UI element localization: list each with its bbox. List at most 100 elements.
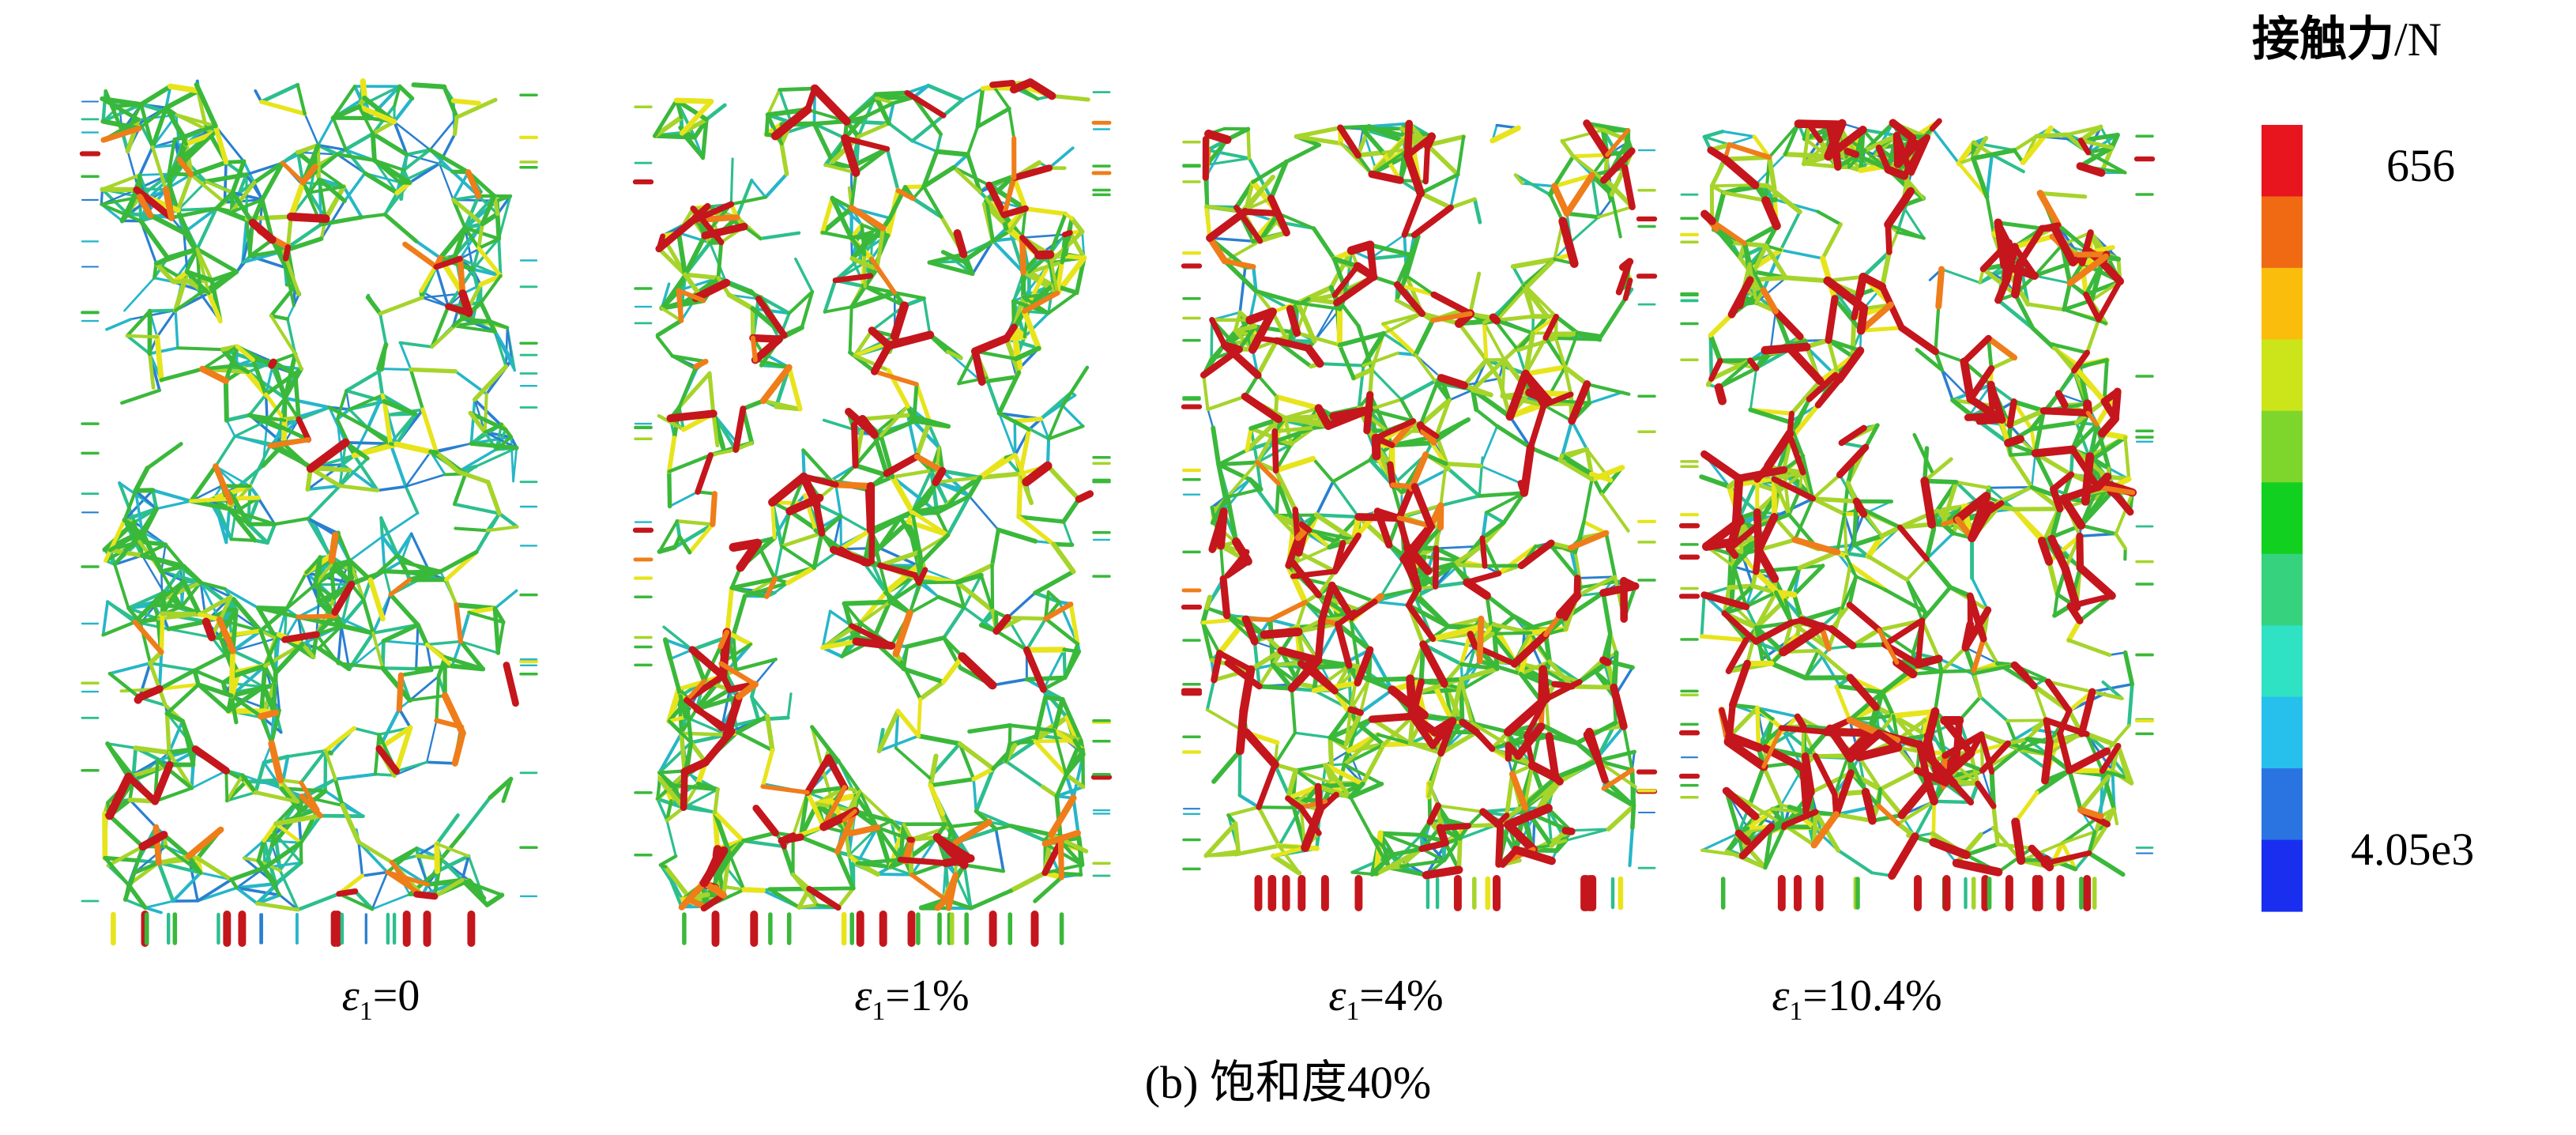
force-chain: [424, 643, 454, 669]
force-chain: [1314, 616, 1326, 665]
force-chain: [396, 532, 413, 557]
force-chain: [201, 345, 239, 371]
force-chain: [1295, 600, 1308, 629]
force-chain: [1331, 263, 1361, 298]
force-chain: [248, 218, 277, 244]
force-chain: [1380, 150, 1403, 183]
force-chain: [895, 188, 916, 202]
force-chain: [132, 844, 145, 875]
force-chain: [148, 213, 186, 236]
force-chain: [1700, 593, 1706, 639]
force-chain: [1373, 600, 1410, 607]
force-chain: [1368, 243, 1413, 258]
force-chain: [1628, 826, 1634, 868]
force-chain: [134, 488, 145, 537]
force-chain: [167, 750, 194, 790]
force-chain: [356, 839, 394, 865]
force-chain: [137, 106, 168, 130]
force-chain: [1489, 313, 1501, 325]
force-chain: [1368, 170, 1404, 184]
force-chain: [662, 625, 694, 651]
force-chain: [1307, 528, 1356, 542]
force-chain: [160, 579, 186, 616]
force-chain: [472, 364, 509, 402]
force-chain: [725, 630, 753, 647]
force-chain: [162, 564, 186, 594]
force-chain-layer-top: [1199, 119, 1640, 880]
force-chain: [357, 85, 401, 108]
force-chain: [1324, 405, 1373, 430]
force-chain: [1267, 194, 1290, 237]
force-chain: [160, 543, 167, 573]
force-chain: [286, 222, 323, 250]
force-chain: [991, 677, 1029, 687]
force-chain: [1510, 631, 1550, 668]
force-chain: [1473, 729, 1496, 752]
force-chain: [1033, 695, 1048, 744]
force-chain: [970, 334, 1011, 356]
force-chain: [1237, 324, 1258, 352]
force-chain: [1068, 601, 1080, 647]
force-chain: [1311, 457, 1335, 484]
force-chain: [1471, 357, 1507, 392]
force-chain: [1517, 539, 1555, 570]
force-chain: [138, 84, 173, 107]
force-chain: [733, 405, 747, 453]
force-chain: [889, 473, 916, 515]
force-chain: [1585, 382, 1631, 396]
force-chain: [660, 306, 684, 322]
force-chain: [1257, 230, 1290, 243]
force-chain: [307, 517, 337, 537]
force-chain: [935, 511, 950, 537]
force-chain: [836, 886, 856, 910]
force-chain: [435, 266, 450, 308]
force-chain: [274, 633, 281, 674]
force-chain: [892, 291, 926, 300]
force-chain: [1563, 365, 1573, 397]
force-chain: [233, 435, 271, 447]
force-chain: [729, 576, 778, 590]
force-chain: [397, 84, 415, 101]
force-chain: [1216, 460, 1260, 467]
force-chain: [1571, 154, 1606, 183]
force-chain: [216, 616, 236, 654]
force-chain: [1495, 285, 1529, 322]
force-chain: [921, 184, 943, 219]
force-chain: [1021, 308, 1042, 352]
force-chain: [425, 643, 433, 672]
force-chain: [810, 84, 851, 126]
force-chain: [1337, 342, 1356, 380]
force-chain: [195, 206, 218, 251]
force-chain: [1247, 477, 1264, 492]
force-chain: [1583, 119, 1611, 159]
force-chain: [1206, 207, 1249, 243]
force-chain: [1522, 370, 1548, 409]
force-chain: [1466, 822, 1499, 828]
force-chain: [1025, 617, 1048, 652]
force-chain: [853, 147, 890, 175]
force-chain: [1423, 452, 1448, 466]
force-chain: [994, 629, 1029, 652]
force-chain: [1403, 543, 1422, 593]
force-chain: [977, 471, 1023, 481]
force-chain: [1211, 650, 1223, 684]
force-chain: [452, 472, 468, 507]
force-chain: [397, 707, 412, 730]
force-chain: [1575, 575, 1618, 598]
force-chain: [1456, 134, 1466, 176]
force-chain: [471, 267, 503, 277]
force-chain: [955, 579, 996, 613]
force-chain: [1571, 153, 1610, 159]
force-chain: [961, 238, 996, 264]
force-chain: [1273, 337, 1312, 353]
force-chain: [887, 600, 912, 615]
force-chain: [1438, 730, 1479, 756]
force-chain: [504, 326, 509, 368]
force-chain: [138, 145, 154, 177]
force-chain: [352, 726, 381, 737]
force-chain: [946, 349, 963, 360]
force-chain: [1026, 78, 1056, 100]
force-chain: [1248, 648, 1284, 673]
force-chain: [235, 344, 255, 362]
force-chain: [1256, 338, 1279, 378]
